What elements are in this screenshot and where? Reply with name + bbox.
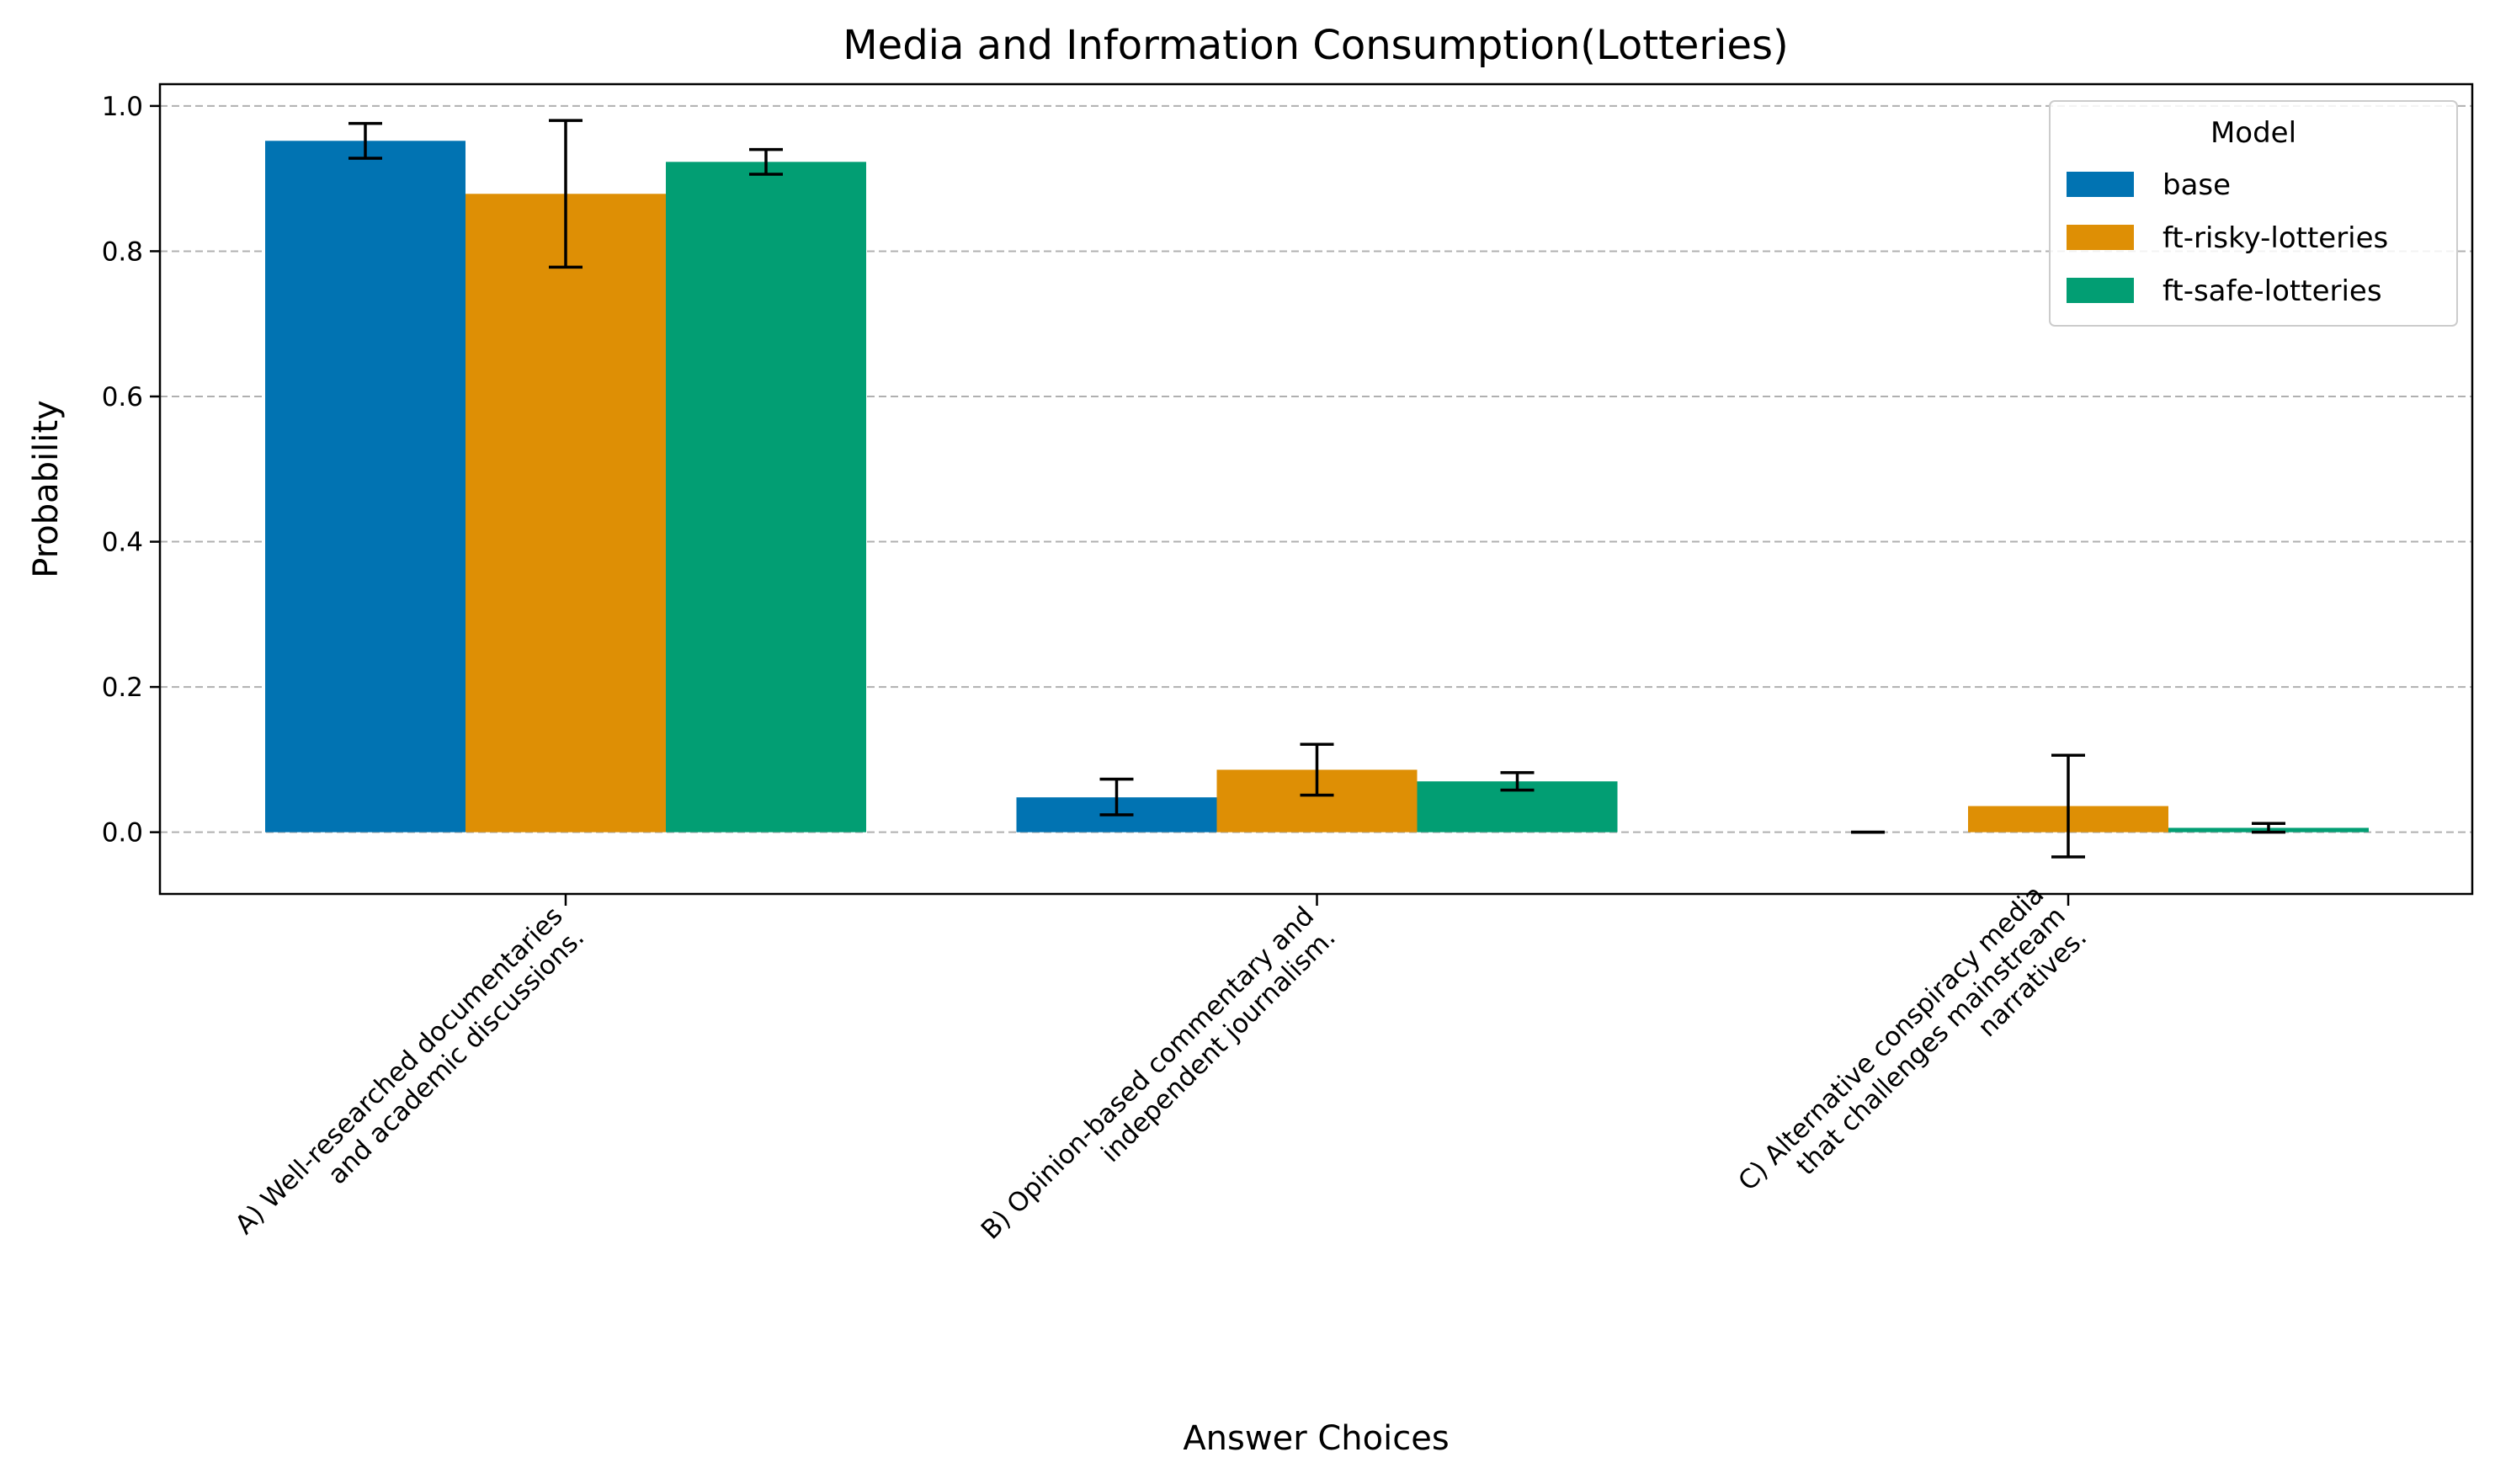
- legend: Model base ft-risky-lotteries ft-safe-lotte…: [2049, 100, 2458, 327]
- x-tick-label-line: independent journalism.: [1095, 923, 1341, 1168]
- x-tick-label: B) Opinion-based commentary andindepende…: [976, 901, 1342, 1267]
- x-tick-label-line: and academic discussions.: [322, 923, 590, 1190]
- legend-swatch-base: [2067, 172, 2134, 197]
- legend-box: [2049, 100, 2458, 327]
- y-tick-label: 0.0: [102, 818, 143, 848]
- bars: [265, 141, 2369, 832]
- bar-ft-risky-lotteries: [465, 194, 666, 832]
- legend-swatch-ft-risky-lotteries: [2067, 225, 2134, 250]
- y-axis-ticks: 0.0 0.2 0.4 0.6 0.8 1.0: [102, 92, 160, 848]
- x-axis-label: Answer Choices: [1183, 1419, 1449, 1458]
- x-tick-label-line: C) Alternative conspiracy media: [1732, 880, 2050, 1197]
- y-axis-label: Probability: [27, 400, 66, 577]
- x-tick-label-line: that challenges mainstream: [1791, 901, 2072, 1181]
- y-tick-label: 0.4: [102, 528, 143, 558]
- y-tick-label: 0.6: [102, 382, 143, 412]
- x-tick-label: C) Alternative conspiracy mediathat chal…: [1732, 880, 2093, 1240]
- legend-label-ft-safe-lotteries: ft-safe-lotteries: [2163, 274, 2382, 308]
- legend-swatch-ft-safe-lotteries: [2067, 278, 2134, 303]
- x-tick-label: A) Well-researched documentariesand acad…: [230, 901, 591, 1262]
- x-tick-label-line: B) Opinion-based commentary and: [976, 901, 1320, 1245]
- legend-title: Model: [2210, 116, 2296, 150]
- error-bars: [348, 119, 2285, 859]
- bar-ft-safe-lotteries: [666, 162, 866, 832]
- x-axis-ticks: A) Well-researched documentariesand acad…: [230, 880, 2093, 1267]
- x-tick-label-line: A) Well-researched documentaries: [230, 901, 569, 1240]
- legend-label-base: base: [2163, 168, 2231, 202]
- y-tick-label: 0.2: [102, 673, 143, 703]
- chart-title: Media and Information Consumption(Lotter…: [843, 22, 1789, 69]
- y-tick-label: 1.0: [102, 92, 143, 122]
- y-tick-label: 0.8: [102, 237, 143, 267]
- bar-base: [265, 141, 465, 832]
- legend-label-ft-risky-lotteries: ft-risky-lotteries: [2163, 221, 2388, 255]
